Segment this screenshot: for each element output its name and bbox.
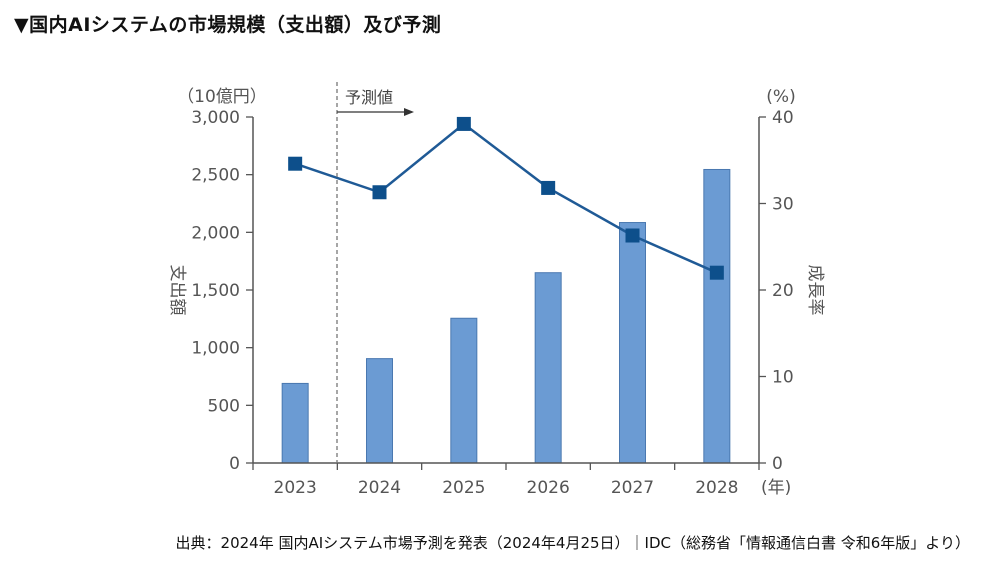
y-left-tick-label: 0 [229, 454, 240, 474]
source-note: 出典：2024年 国内AIシステム市場予測を発表（2024年4月25日）｜IDC… [175, 534, 970, 552]
x-unit-label: (年) [761, 478, 791, 498]
bar-2025 [450, 317, 478, 464]
y-right-tick-label: 10 [772, 368, 794, 388]
y-right-tick-label: 0 [772, 454, 783, 474]
y-right-label: 成長率 [805, 265, 825, 316]
x-tick-label: 2028 [695, 478, 738, 498]
y-left-tick-label: 2,000 [191, 223, 240, 243]
y-left-tick-label: 1,500 [191, 281, 240, 301]
x-tick-label: 2024 [358, 478, 401, 498]
x-tick-label: 2025 [442, 478, 485, 498]
x-tick-label: 2026 [527, 478, 570, 498]
y-left-label: 支出額 [167, 265, 187, 316]
y-right-tick-label: 20 [772, 281, 794, 301]
y-left-unit: （10億円） [177, 87, 267, 107]
bar-2026 [534, 272, 562, 464]
y-left-tick-label: 2,500 [191, 166, 240, 186]
line-series [288, 116, 724, 280]
y-right-tick-label: 30 [772, 195, 794, 215]
bar-2027 [619, 222, 646, 464]
chart-title: ▼国内AIシステムの市場規模（支出額）及び予測 [14, 14, 442, 36]
growth-point-2025 [456, 116, 471, 131]
growth-point-2028 [709, 265, 724, 280]
y-left-tick-label: 500 [208, 396, 240, 416]
y-right-tick-label: 40 [772, 108, 794, 128]
growth-rate-line [294, 122, 718, 274]
bar-2023 [281, 382, 309, 464]
growth-point-2027 [625, 228, 640, 243]
growth-point-2026 [541, 180, 556, 195]
growth-point-2023 [288, 156, 303, 171]
bar-2024 [366, 358, 393, 464]
x-tick-label: 2027 [611, 478, 654, 498]
y-left-tick-label: 1,000 [191, 339, 240, 359]
forecast-annotation: 予測値 [336, 82, 414, 463]
y-right-unit: (%) [766, 87, 795, 107]
y-left-tick-label: 3,000 [191, 108, 240, 128]
bar-2028 [703, 168, 731, 464]
growth-point-2024 [372, 185, 387, 200]
bar-series [281, 168, 731, 464]
axes: 3,000 2,500 2,000 1,500 1,000 500 0 40 30 20 10 0 20… [191, 108, 793, 498]
x-tick-label: 2023 [274, 478, 317, 498]
forecast-label: 予測値 [345, 88, 393, 107]
